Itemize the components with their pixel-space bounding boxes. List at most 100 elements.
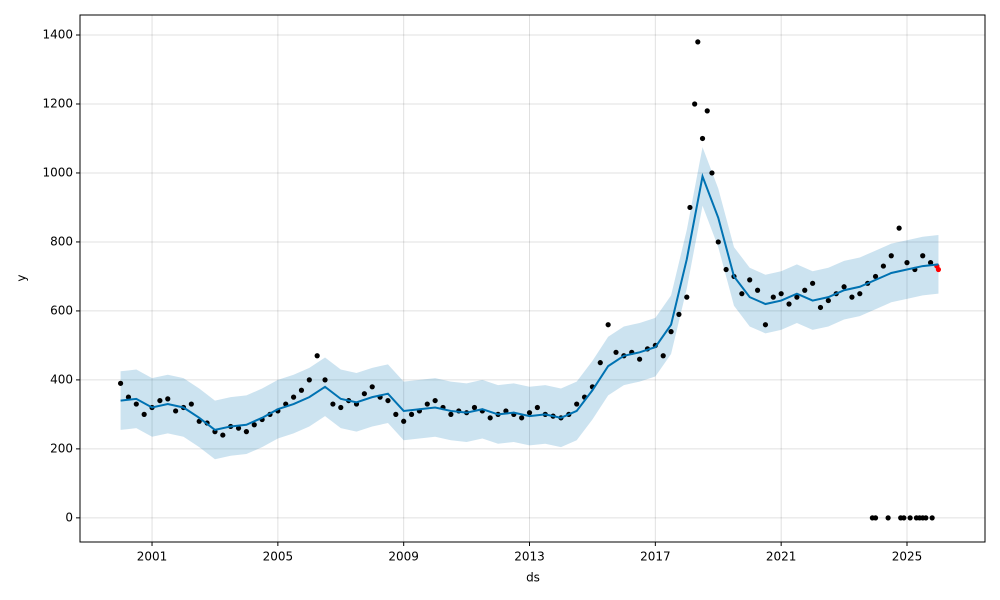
data-point	[841, 284, 847, 290]
data-point	[872, 273, 879, 280]
data-point	[709, 170, 715, 176]
data-point	[794, 294, 800, 300]
data-point	[408, 411, 415, 417]
data-point	[692, 101, 698, 107]
data-point	[424, 401, 430, 407]
data-point	[857, 291, 863, 297]
data-point	[448, 411, 454, 417]
data-point	[637, 356, 643, 362]
data-point	[786, 301, 792, 307]
data-point	[684, 294, 690, 300]
data-point	[526, 410, 533, 416]
data-point	[314, 353, 320, 359]
x-tick-label: 2017	[640, 550, 671, 564]
x-tick-label: 2013	[514, 550, 545, 564]
data-point	[923, 515, 929, 521]
data-point	[695, 39, 701, 45]
data-point	[235, 425, 242, 431]
y-tick-label: 0	[65, 510, 73, 524]
x-tick-label: 2001	[137, 550, 168, 564]
data-point	[770, 294, 776, 300]
data-point	[605, 322, 611, 328]
data-point	[935, 266, 942, 273]
y-tick-label: 1000	[42, 165, 73, 179]
data-point	[739, 291, 745, 297]
data-point	[503, 408, 509, 414]
data-point	[907, 515, 913, 521]
data-point	[901, 515, 907, 521]
data-point	[687, 204, 693, 211]
data-point	[534, 404, 540, 411]
y-tick-label: 1200	[42, 96, 73, 110]
data-point	[330, 401, 336, 407]
data-point	[676, 311, 682, 317]
forecast-line	[120, 172, 939, 431]
y-tick-label: 1400	[42, 28, 73, 42]
y-tick-label: 400	[50, 372, 73, 386]
data-point	[825, 297, 831, 304]
data-point	[338, 404, 344, 411]
data-point	[810, 280, 816, 286]
data-point	[754, 287, 761, 293]
x-tick-label: 2009	[388, 550, 419, 564]
x-tick-label: 2021	[766, 550, 797, 564]
data-point	[487, 415, 493, 421]
data-point	[220, 432, 226, 438]
data-point	[471, 404, 478, 411]
data-point	[872, 515, 879, 521]
data-point	[802, 287, 808, 293]
data-point	[251, 422, 257, 428]
data-point	[165, 396, 171, 402]
data-point	[660, 353, 666, 359]
data-point	[188, 401, 194, 407]
data-point	[704, 108, 710, 114]
data-point	[290, 394, 297, 400]
data-point	[747, 277, 753, 283]
data-point	[369, 384, 375, 390]
data-point	[141, 411, 147, 417]
data-point	[896, 225, 902, 231]
x-tick-label: 2025	[892, 550, 923, 564]
y-tick-label: 200	[50, 441, 73, 455]
data-point	[298, 387, 305, 393]
data-point	[361, 391, 367, 397]
data-point	[929, 515, 935, 521]
data-point	[885, 515, 891, 521]
y-tick-label: 800	[50, 234, 73, 248]
data-point	[762, 322, 769, 328]
data-point	[393, 411, 399, 417]
data-point	[157, 397, 163, 404]
data-point	[849, 294, 855, 300]
data-point	[243, 429, 250, 435]
data-point	[888, 253, 894, 259]
data-point	[920, 253, 926, 259]
data-point	[519, 415, 525, 421]
data-point	[778, 291, 784, 297]
data-point	[401, 418, 407, 424]
data-point	[715, 239, 721, 245]
y-tick-label: 600	[50, 303, 73, 317]
x-tick-label: 2005	[263, 550, 294, 564]
data-point	[927, 260, 934, 266]
plot-frame	[79, 14, 986, 543]
data-point	[880, 263, 886, 269]
data-point	[322, 377, 328, 383]
data-point	[699, 135, 706, 142]
data-point	[173, 408, 179, 414]
data-point	[574, 401, 580, 407]
data-point	[904, 260, 910, 266]
x-axis-label: ds	[526, 571, 540, 585]
data-point	[385, 397, 391, 404]
data-point	[597, 360, 603, 366]
data-point	[125, 394, 132, 400]
data-point	[306, 377, 312, 383]
data-point	[117, 380, 124, 386]
data-point	[432, 397, 438, 404]
data-point	[723, 266, 729, 273]
data-point	[668, 329, 674, 335]
data-point	[613, 349, 619, 355]
data-point	[133, 401, 139, 407]
y-axis-label: y	[15, 274, 29, 281]
data-point	[817, 304, 824, 311]
